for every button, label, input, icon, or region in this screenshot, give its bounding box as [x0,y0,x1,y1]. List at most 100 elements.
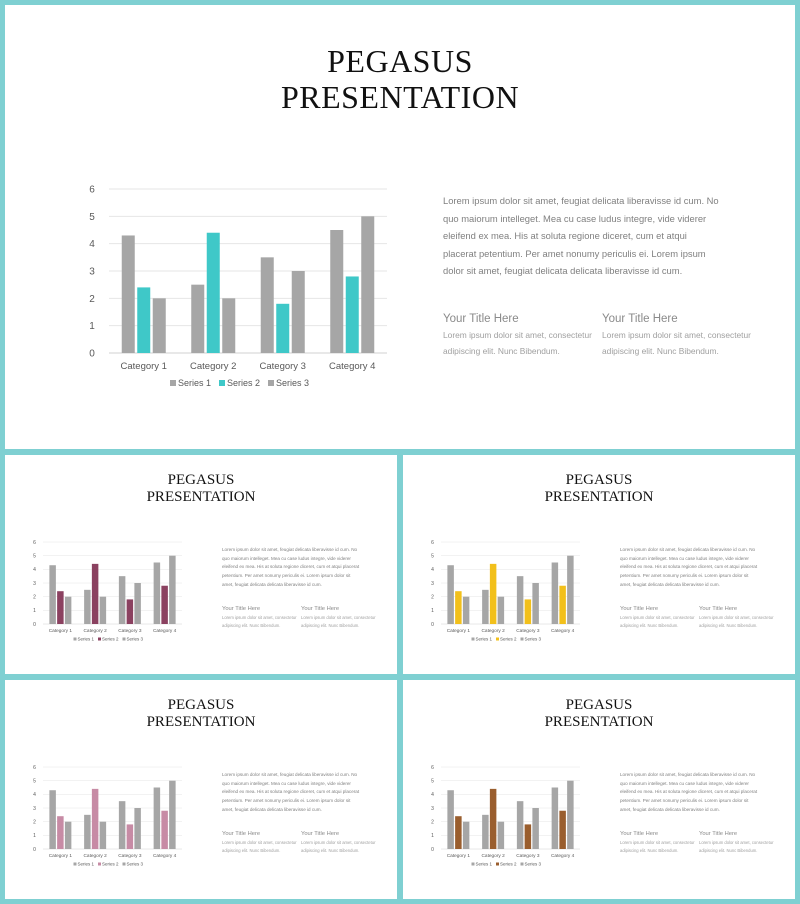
bar-2 [524,599,532,624]
bar-1 [551,787,559,849]
column-2-title: Your Title Here [301,606,340,612]
slide-thumbnail-1[interactable]: PEGASUS PRESENTATION 0 1 2 3 4 5 6 Category 1 Ca… [5,455,397,674]
y-tick-label: 2 [431,594,434,600]
column-1: Your Title Here Lorem ipsum dolor sit am… [620,830,695,854]
legend-swatch [98,637,101,641]
y-tick-label: 2 [33,594,36,600]
bar-3 [567,780,574,849]
bar-1 [516,801,524,849]
category-label: Category 3 [260,361,306,372]
y-tick-label: 4 [33,792,36,798]
y-tick-label: 4 [431,792,434,798]
bar-chart: 0 1 2 3 4 5 6 Category 1 Category 2 Category 3 Cat… [33,765,182,867]
y-tick-label: 5 [33,553,36,559]
y-tick-label: 4 [431,567,434,573]
bar-3 [169,555,176,624]
bar-2 [559,810,566,849]
category-label: Category 4 [153,628,177,634]
bar-1 [153,562,161,624]
column-1-title: Your Title Here [620,606,659,612]
column-1-title: Your Title Here [443,313,519,325]
legend-swatch [471,637,475,641]
y-tick-label: 3 [431,806,434,812]
y-tick-label: 1 [33,833,36,839]
category-label: Category 2 [84,628,108,634]
category-label: Category 2 [84,853,108,859]
category-label: Category 3 [118,628,142,634]
y-tick-label: 3 [33,581,36,587]
category-label: Category 1 [49,628,73,634]
legend-label: Series 3 [276,378,309,388]
slide-title: PEGASUS PRESENTATION [5,697,397,731]
column-1: Your Title Here Lorem ipsum dolor sit am… [222,605,297,629]
slide-thumbnail-2[interactable]: PEGASUS PRESENTATION 0 1 2 3 4 5 6 Category 1 Ca… [403,455,795,674]
category-label: Category 1 [447,628,471,634]
column-2-text: Lorem ipsum dolor sit amet, consectetur … [301,615,376,628]
legend-swatch [219,380,225,386]
y-tick-label: 6 [431,540,434,546]
legend-label: Series 2 [102,637,119,642]
y-tick-label: 0 [431,847,434,853]
title-line-1: PEGASUS [565,697,633,713]
bar-2 [126,599,134,624]
bar-2 [455,816,462,849]
column-1-title: Your Title Here [620,831,659,837]
category-label: Category 1 [49,853,73,859]
column-1-title: Your Title Here [222,606,261,612]
bar-1 [49,565,56,624]
column-2: Your Title Here Lorem ipsum dolor sit am… [699,605,774,629]
slide-title: PEGASUS PRESENTATION [5,43,795,115]
bar-chart: 0 1 2 3 4 5 6 Category 1 Category 2 Category 3 Cat… [33,540,182,642]
bar-chart: 0 1 2 3 4 5 6 Category 1 Category 2 Category 3 Cat… [431,765,580,867]
bar-3 [64,596,72,624]
legend-label: Series 1 [78,862,95,867]
bar-2 [91,563,99,624]
slide-thumbnail-4[interactable]: PEGASUS PRESENTATION 0 1 2 3 4 5 6 Category 1 Ca… [403,680,795,899]
y-tick-label: 1 [33,608,36,614]
title-line-2: PRESENTATION [280,79,520,115]
category-label: Category 2 [482,628,506,634]
y-tick-label: 4 [33,567,36,573]
bar-3 [462,596,470,624]
legend-label: Series 1 [476,637,493,642]
bar-1 [482,814,489,849]
legend-label: Series 1 [78,637,95,642]
bar-1 [49,790,56,849]
y-tick-label: 2 [89,294,95,305]
slide-title: PEGASUS PRESENTATION [5,472,397,506]
title-line-1: PEGASUS [167,472,235,488]
bar-1 [153,787,161,849]
body-text: Lorem ipsum dolor sit amet, feugiat deli… [443,195,719,277]
column-1-text: Lorem ipsum dolor sit amet, consectetur … [620,615,695,628]
column-1: Your Title Here Lorem ipsum dolor sit am… [620,605,695,629]
title-line-2: PRESENTATION [544,489,654,505]
bar-3 [567,555,574,624]
body-text: Lorem ipsum dolor sit amet, feugiat deli… [222,772,360,812]
bar-2 [455,591,462,624]
bar-3 [134,808,141,849]
bar-2 [57,591,64,624]
bar-1 [260,257,274,353]
legend-swatch [122,862,126,866]
column-1: Your Title Here Lorem ipsum dolor sit am… [443,310,593,359]
category-label: Category 3 [118,853,142,859]
legend-label: Series 1 [178,378,211,388]
bar-chart: 0 1 2 3 4 5 6 Category 1 Category 2 Category 3 Cat… [89,185,387,388]
y-tick-label: 5 [431,778,434,784]
y-tick-label: 4 [89,239,95,250]
y-tick-label: 6 [431,765,434,771]
column-1-text: Lorem ipsum dolor sit amet, consectetur … [222,840,297,853]
main-slide[interactable]: PEGASUS PRESENTATION 0 1 2 3 4 5 6 Category 1 Ca… [5,5,795,449]
column-2-text: Lorem ipsum dolor sit amet, consectetur … [602,330,751,356]
bar-3 [462,821,470,849]
slide-title: PEGASUS PRESENTATION [403,697,795,731]
legend-swatch [471,862,475,866]
bar-3 [99,821,107,849]
slide-thumbnail-3[interactable]: PEGASUS PRESENTATION 0 1 2 3 4 5 6 Category 1 Ca… [5,680,397,899]
column-2: Your Title Here Lorem ipsum dolor sit am… [301,605,376,629]
bar-2 [161,810,168,849]
y-tick-label: 5 [33,778,36,784]
column-2: Your Title Here Lorem ipsum dolor sit am… [699,830,774,854]
category-label: Category 4 [551,628,575,634]
bar-1 [191,284,205,353]
